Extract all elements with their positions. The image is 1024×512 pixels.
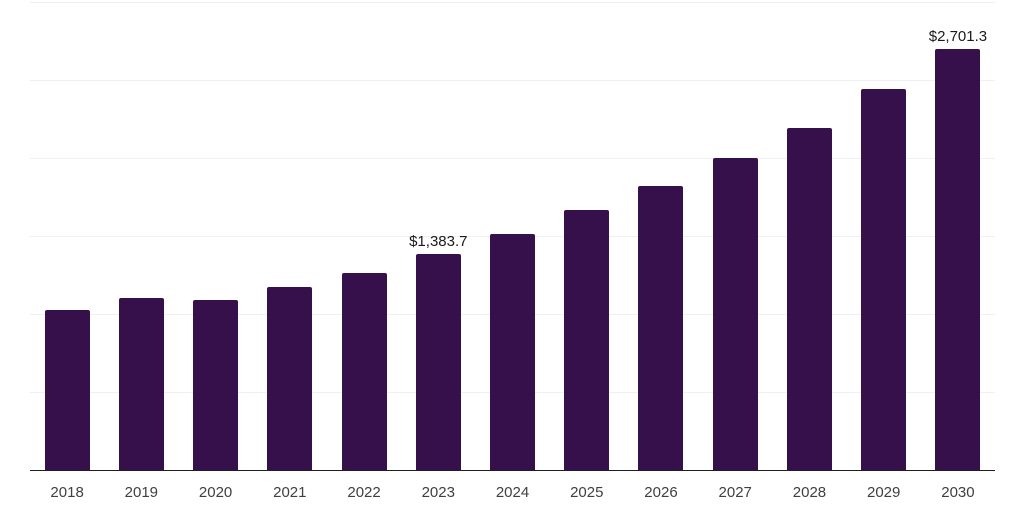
bar-2023[interactable]	[415, 254, 461, 470]
x-tick-label-2024: 2024	[495, 484, 530, 501]
x-tick-label-2019: 2019	[124, 484, 159, 501]
x-tick-label-2022: 2022	[347, 484, 381, 501]
gridline-2000	[30, 157, 995, 159]
bar-column-2020	[178, 2, 252, 470]
bar-column-2019	[104, 2, 178, 470]
data-label-2030: $2,701.3	[928, 27, 988, 45]
x-tick-label-2023: 2023	[421, 484, 455, 501]
bar-2018[interactable]	[44, 310, 90, 470]
bar-column-2030: $2,701.3	[921, 2, 995, 470]
bar-column-2022	[327, 2, 401, 470]
x-tick-label-2018: 2018	[50, 484, 84, 501]
bar-column-2023: $1,383.7	[401, 2, 475, 470]
data-label-2023: $1,383.7	[409, 233, 468, 251]
bar-2022[interactable]	[341, 272, 387, 470]
bar-column-2029	[847, 2, 921, 470]
x-tick-label-2025: 2025	[570, 484, 604, 501]
x-tick-label-2030: 2030	[941, 484, 975, 501]
bar-column-2027	[698, 2, 772, 470]
bar-2028[interactable]	[786, 127, 832, 470]
x-tick-label-2026: 2026	[644, 484, 678, 501]
gridline-2500	[30, 79, 995, 81]
bar-2019[interactable]	[118, 297, 164, 470]
bars-layer: $1,383.7 $2,701.3	[30, 2, 995, 470]
bar-column-2021	[253, 2, 327, 470]
bar-2030[interactable]	[935, 48, 981, 470]
bar-2020[interactable]	[193, 299, 239, 470]
x-tick-label-2029: 2029	[867, 484, 901, 501]
x-tick-label-2020: 2020	[198, 484, 233, 501]
bar-2026[interactable]	[638, 186, 684, 470]
x-tick-label-2021: 2021	[273, 484, 307, 501]
x-tick-label-2027: 2027	[718, 484, 752, 501]
bar-column-2024	[475, 2, 549, 470]
x-axis-labels: 2018 2019 2020 2021 2022 2023 2024 2025 2026 2027…	[30, 484, 995, 501]
bar-column-2028	[772, 2, 846, 470]
gridline-3000	[30, 2, 995, 3]
plot-area: $1,383.7 $2,701.3	[30, 2, 995, 471]
bar-2029[interactable]	[861, 88, 907, 470]
bar-2025[interactable]	[564, 210, 610, 470]
bar-column-2018	[30, 2, 104, 470]
bar-2024[interactable]	[490, 234, 536, 470]
bar-column-2026	[624, 2, 698, 470]
x-tick-label-2028: 2028	[792, 484, 827, 501]
bar-column-2025	[550, 2, 624, 470]
bar-2027[interactable]	[712, 158, 758, 470]
bar-2021[interactable]	[267, 286, 313, 470]
